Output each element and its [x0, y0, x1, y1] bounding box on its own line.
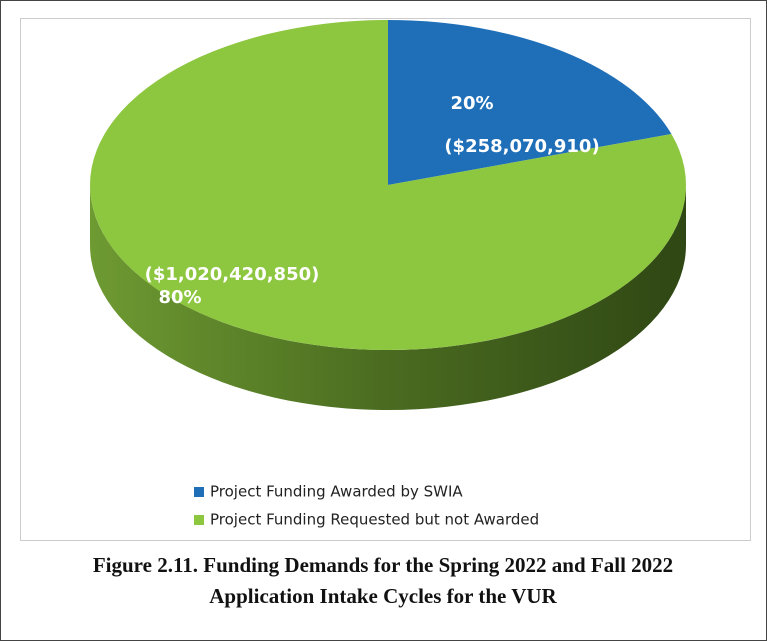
caption: Application Intake Cycles for the VUR [209, 584, 557, 608]
pie-slice [388, 20, 672, 185]
amount-label: ($1,020,420,850) [145, 264, 320, 285]
legend-label: Project Funding Requested but not Awarde… [210, 511, 539, 529]
value-label: 80% [158, 287, 201, 308]
legend-label: Project Funding Awarded by SWIA [210, 483, 463, 501]
caption: Figure 2.11. Funding Demands for the Spr… [93, 553, 673, 577]
pie-side [90, 185, 686, 410]
legend-swatch [194, 515, 204, 525]
legend-swatch [194, 487, 204, 497]
value-label: 20% [450, 93, 493, 114]
amount-label: ($258,070,910) [444, 136, 599, 157]
pie-slice [90, 20, 686, 350]
